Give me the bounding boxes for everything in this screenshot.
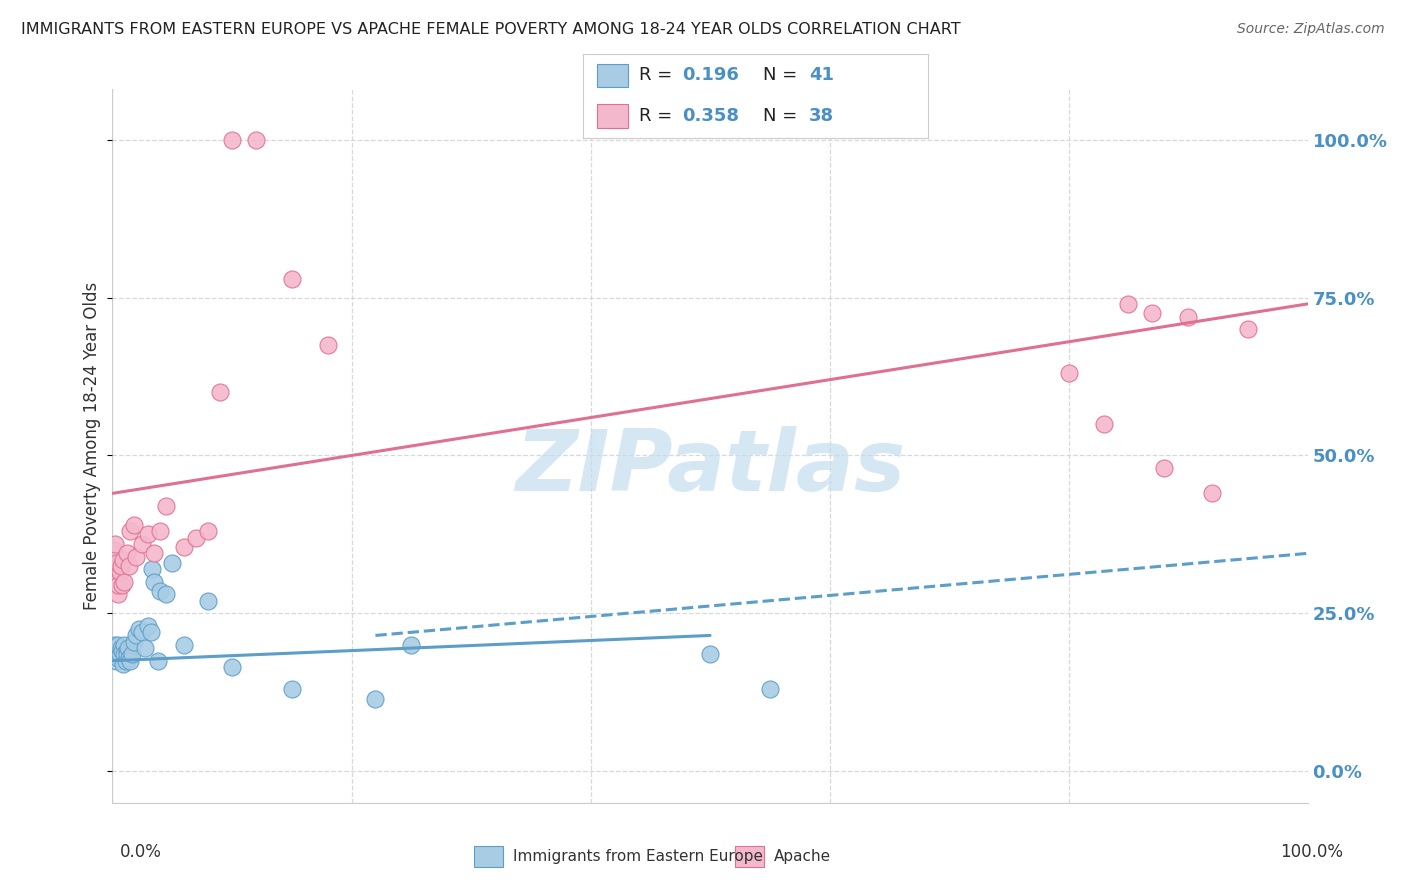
Point: [149, 524, 172, 539]
Point: [110, 559, 132, 574]
Point: [1177, 310, 1199, 324]
Point: [112, 657, 135, 671]
Point: [134, 641, 156, 656]
Point: [114, 654, 136, 668]
Point: [105, 644, 128, 658]
Bar: [734, 846, 765, 867]
Point: [139, 625, 162, 640]
Point: [364, 691, 387, 706]
Point: [110, 641, 132, 656]
FancyBboxPatch shape: [598, 104, 628, 128]
Bar: [474, 846, 503, 867]
Point: [143, 546, 166, 560]
Point: [103, 641, 125, 656]
Point: [114, 648, 135, 662]
Point: [105, 654, 128, 668]
Point: [209, 385, 232, 400]
Point: [143, 574, 166, 589]
Point: [131, 537, 153, 551]
Point: [104, 537, 127, 551]
Point: [105, 648, 128, 662]
Point: [1237, 322, 1260, 336]
Text: R =: R =: [638, 107, 678, 125]
Point: [131, 625, 153, 640]
Point: [245, 133, 267, 147]
Point: [111, 578, 134, 592]
Point: [1118, 297, 1140, 311]
Text: R =: R =: [638, 66, 678, 84]
Text: Source: ZipAtlas.com: Source: ZipAtlas.com: [1237, 22, 1385, 37]
Point: [115, 546, 138, 560]
Point: [125, 549, 148, 564]
Point: [104, 562, 127, 576]
Point: [759, 682, 782, 697]
Point: [141, 562, 163, 576]
Point: [115, 648, 138, 662]
Point: [105, 556, 128, 570]
Point: [125, 628, 148, 642]
Point: [114, 638, 135, 652]
Point: [221, 133, 243, 147]
Point: [118, 559, 141, 574]
Point: [197, 524, 219, 539]
Point: [128, 622, 150, 636]
Point: [111, 644, 134, 658]
Point: [105, 574, 128, 589]
Point: [107, 650, 129, 665]
Point: [1142, 306, 1164, 320]
Point: [117, 641, 139, 656]
Y-axis label: Female Poverty Among 18-24 Year Olds: Female Poverty Among 18-24 Year Olds: [83, 282, 101, 610]
Text: ZIPatlas: ZIPatlas: [515, 425, 905, 509]
Point: [104, 638, 127, 652]
Point: [186, 531, 208, 545]
FancyBboxPatch shape: [598, 63, 628, 87]
Point: [1057, 367, 1080, 381]
Point: [138, 527, 160, 541]
Text: Apache: Apache: [773, 849, 831, 863]
Point: [699, 648, 721, 662]
Point: [162, 556, 183, 570]
Point: [120, 654, 142, 668]
Point: [221, 660, 243, 674]
Point: [281, 271, 304, 285]
Point: [120, 524, 142, 539]
Text: N =: N =: [762, 66, 803, 84]
Text: 100.0%: 100.0%: [1279, 843, 1343, 861]
Point: [122, 517, 145, 532]
Point: [316, 338, 339, 352]
Text: 38: 38: [808, 107, 834, 125]
Point: [155, 499, 177, 513]
Point: [108, 648, 131, 662]
Text: IMMIGRANTS FROM EASTERN EUROPE VS APACHE FEMALE POVERTY AMONG 18-24 YEAR OLDS CO: IMMIGRANTS FROM EASTERN EUROPE VS APACHE…: [21, 22, 960, 37]
Point: [1153, 461, 1175, 475]
Point: [1201, 486, 1223, 500]
Point: [118, 650, 141, 665]
Point: [114, 574, 135, 589]
Point: [401, 638, 423, 652]
Point: [173, 638, 195, 652]
Point: [107, 578, 129, 592]
Point: [173, 540, 195, 554]
Text: 0.196: 0.196: [682, 66, 738, 84]
Point: [146, 654, 169, 668]
Point: [107, 587, 129, 601]
Point: [122, 634, 145, 648]
Point: [149, 584, 172, 599]
Text: N =: N =: [762, 107, 803, 125]
Point: [155, 587, 177, 601]
Point: [197, 593, 219, 607]
Point: [115, 644, 138, 658]
Point: [121, 648, 143, 662]
Point: [281, 682, 304, 697]
Point: [1094, 417, 1116, 431]
Point: [108, 566, 131, 580]
Point: [138, 619, 160, 633]
Point: [107, 638, 129, 652]
Point: [103, 543, 125, 558]
Text: 0.0%: 0.0%: [120, 843, 162, 861]
Text: 41: 41: [808, 66, 834, 84]
Text: Immigrants from Eastern Europe: Immigrants from Eastern Europe: [513, 849, 763, 863]
Point: [112, 552, 135, 566]
Text: 0.358: 0.358: [682, 107, 738, 125]
